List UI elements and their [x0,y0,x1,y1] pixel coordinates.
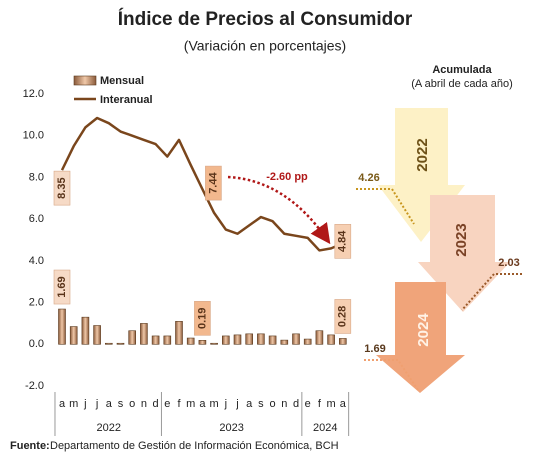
source-text: Departamento de Gestión de Información E… [50,440,339,452]
bar [175,321,183,345]
acc-leader [364,359,419,391]
x-tick-label: o [129,398,135,410]
acc-leader [356,188,415,225]
line [60,116,344,252]
acc-year: 2023 [453,223,470,256]
bar [186,337,195,345]
legend-swatch [73,75,97,86]
y-tick-label: -2.0 [25,380,44,392]
acc-leader [461,273,522,311]
acc-value: 4.26 [358,172,379,184]
data-label: 0.28 [337,306,349,327]
data-label-box [334,299,352,334]
x-tick-label: a [246,398,253,410]
x-tick-label: e [305,398,311,410]
x-tick-label: j [83,398,86,410]
legend-label: Interanual [100,94,153,106]
x-tick-label: d [153,398,159,410]
legend-label: Mensual [100,75,144,87]
y-tick-label: 2.0 [29,296,44,308]
bar [151,335,160,345]
bar [338,338,347,345]
arrow-2024 [376,282,465,393]
data-label: 0.19 [196,308,208,329]
x-tick-label: o [270,398,276,410]
bar [58,308,66,345]
x-tick-label: j [235,398,238,410]
bar [93,325,101,345]
data-label-box [205,165,222,201]
x-tick-label: a [199,398,206,410]
bar [198,340,207,345]
bar [315,330,324,345]
data-label: 1.69 [56,276,68,297]
bar [81,316,90,345]
y-tick-label: 10.0 [23,130,44,142]
y-tick-label: 6.0 [29,213,44,225]
acc-year: 2022 [414,138,431,171]
x-tick-label: d [293,398,299,410]
x-tick-label: a [340,398,347,410]
acc-value: 2.03 [498,257,519,269]
chart-subtitle: (Variación en porcentajes) [184,38,346,54]
source-label: Fuente: [10,440,50,452]
data-label: 8.35 [56,177,68,198]
bar [69,326,78,345]
x-tick-label: m [186,398,195,410]
data-label-box [53,269,71,305]
data-label: 4.84 [337,230,349,252]
x-tick-label: m [69,398,78,410]
bar [105,342,113,345]
annotation-arrow [227,175,331,245]
x-tick-label: a [106,398,113,410]
bar [245,333,253,345]
data-label-box [53,170,71,206]
bar [163,335,172,345]
y-tick-label: 4.0 [29,255,44,267]
bar [128,330,136,345]
x-tick-label: s [118,398,124,410]
bar [280,339,289,345]
bar [327,334,335,345]
year-label: 2022 [97,422,121,434]
bar [210,342,218,345]
y-tick-label: 12.0 [23,88,44,100]
acc-year: 2024 [415,313,432,347]
year-label: 2024 [313,422,337,434]
bar [257,333,265,345]
bar [222,335,230,345]
data-label: 7.44 [207,172,219,194]
annotation: -2.60 pp [266,171,308,183]
bar [233,334,242,345]
data-label-box [334,224,352,259]
x-tick-label: a [59,398,66,410]
bar [292,333,300,345]
acc-value: 1.69 [364,343,385,355]
x-tick-label: m [210,398,219,410]
y-tick-label: 8.0 [29,171,44,183]
y-tick-label: 0.0 [29,338,44,350]
x-tick-label: j [224,398,227,410]
bar [303,338,312,345]
year-label: 2023 [219,422,243,434]
x-tick-label: n [281,398,287,410]
x-tick-label: j [95,398,98,410]
acc-title: Acumulada [432,64,492,76]
bar [116,342,125,345]
x-tick-label: f [177,398,181,410]
x-tick-label: e [164,398,170,410]
bar [268,335,277,345]
x-tick-label: n [141,398,147,410]
data-label-box [194,301,211,336]
x-tick-label: m [327,398,336,410]
chart-title: Índice de Precios al Consumidor [118,8,413,30]
x-tick-label: f [318,398,322,410]
bar [140,323,148,345]
acc-subtitle: (A abril de cada año) [411,78,513,90]
x-tick-label: s [258,398,264,410]
